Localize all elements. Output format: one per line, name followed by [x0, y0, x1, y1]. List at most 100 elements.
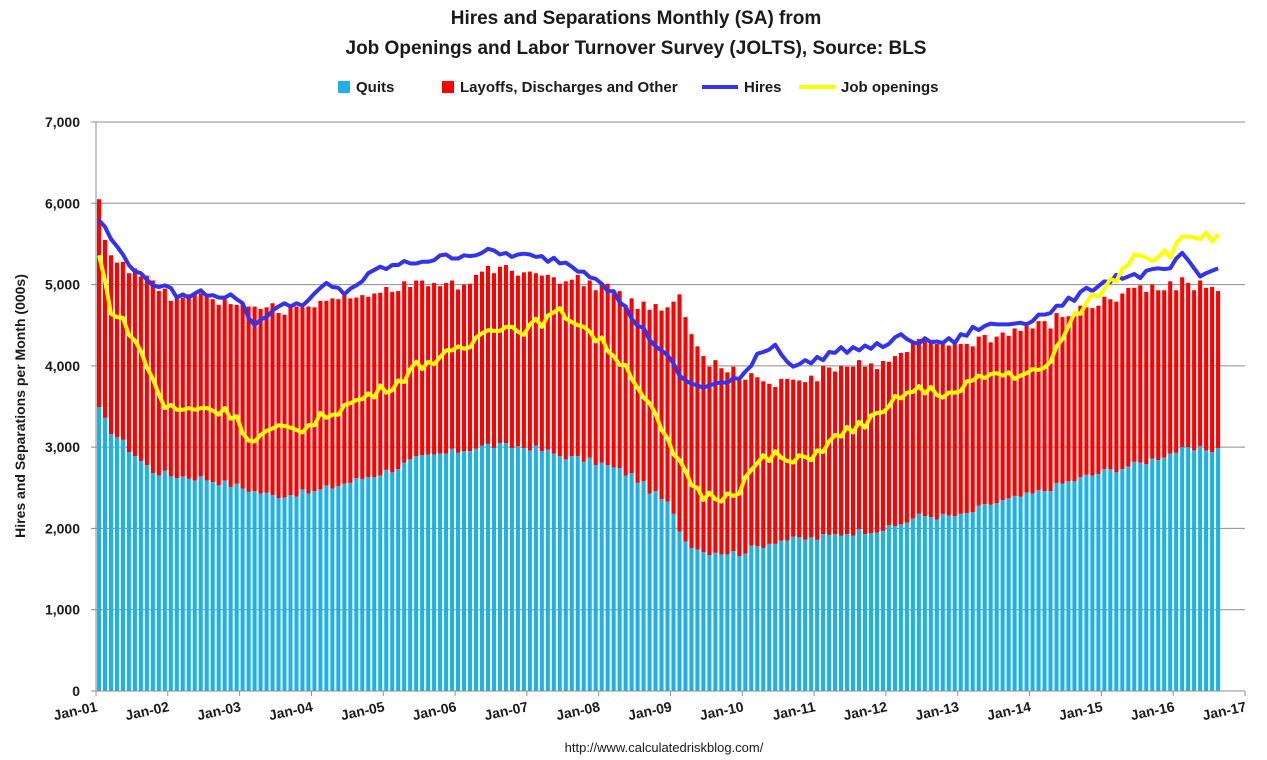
bar-layoffs-2004-07: [348, 298, 353, 483]
bar-quits-2015-05: [1126, 466, 1131, 691]
bar-quits-2005-01: [384, 469, 389, 691]
bar-layoffs-2002-07: [204, 293, 209, 481]
bar-quits-2006-08: [497, 443, 502, 691]
bar-layoffs-2007-07: [563, 281, 568, 460]
bar-quits-2011-06: [845, 534, 850, 691]
bar-quits-2004-01: [312, 491, 317, 691]
bar-layoffs-2007-11: [587, 280, 592, 458]
bar-quits-2009-12: [737, 556, 742, 691]
bar-quits-2006-06: [485, 443, 491, 691]
bar-layoffs-2003-05: [264, 307, 269, 493]
x-tick-label: Jan-01: [52, 698, 99, 723]
bar-layoffs-2001-04: [114, 262, 119, 438]
bar-layoffs-2014-01: [1030, 328, 1035, 494]
bar-layoffs-2001-05: [120, 261, 125, 440]
bar-quits-2010-07: [779, 540, 784, 691]
bar-layoffs-2007-08: [569, 279, 574, 457]
bar-layoffs-2005-01: [384, 287, 389, 470]
bar-quits-2008-10: [653, 491, 658, 691]
bar-layoffs-2013-06: [988, 342, 993, 505]
x-tick-label: Jan-02: [124, 698, 171, 723]
y-axis-ticks: 0 1,000 2,000 3,000 4,000 5,000 6,000 7,000: [45, 114, 96, 699]
bar-layoffs-2001-03: [108, 255, 113, 435]
bar-layoffs-2009-10: [725, 372, 730, 555]
bar-quits-2002-06: [198, 476, 203, 691]
bar-layoffs-2011-04: [833, 371, 838, 535]
bar-quits-2004-06: [342, 483, 347, 691]
bar-layoffs-2007-09: [575, 274, 580, 457]
x-tick-label: Jan-08: [555, 698, 602, 723]
bar-quits-2007-05: [551, 453, 556, 691]
bar-quits-2007-09: [575, 456, 580, 691]
job-openings-line: [97, 230, 1220, 504]
x-tick-label: Jan-04: [267, 698, 314, 723]
bar-layoffs-2005-02: [390, 291, 395, 473]
bar-quits-2014-07: [1066, 481, 1071, 691]
bar-layoffs-2010-01: [743, 379, 748, 554]
x-tick-label: Jan-10: [698, 698, 745, 723]
legend: Quits Layoffs, Discharges and Other Hire…: [338, 79, 939, 96]
bar-layoffs-2016-08: [1216, 291, 1221, 448]
bar-quits-2015-06: [1132, 461, 1137, 691]
bar-quits-2003-05: [264, 492, 269, 691]
x-tick-label: Jan-05: [339, 698, 386, 723]
bar-quits-2006-10: [509, 447, 514, 691]
bar-layoffs-2003-12: [306, 306, 311, 494]
bar-quits-2013-09: [1006, 498, 1011, 691]
bar-layoffs-2007-05: [551, 277, 556, 454]
bar-layoffs-2012-12: [952, 341, 957, 517]
bar-layoffs-2008-11: [659, 310, 664, 500]
bar-quits-2011-04: [833, 534, 838, 691]
bar-quits-2003-10: [294, 496, 299, 691]
bar-layoffs-2012-08: [928, 339, 933, 518]
bar-quits-2014-02: [1036, 490, 1041, 691]
bar-quits-2010-01: [743, 553, 748, 691]
bar-layoffs-2009-02: [677, 294, 682, 532]
bar-layoffs-2011-07: [850, 366, 856, 536]
bar-quits-2007-06: [557, 456, 562, 691]
bar-quits-2006-07: [491, 447, 496, 691]
bar-layoffs-2004-02: [318, 300, 323, 490]
bar-quits-2008-12: [665, 501, 670, 691]
bar-quits-2010-04: [761, 547, 766, 691]
bar-quits-2007-07: [563, 459, 568, 691]
bar-quits-2002-11: [228, 486, 233, 691]
bar-quits-2011-12: [880, 530, 885, 691]
bar-layoffs-2010-02: [749, 373, 754, 546]
bar-quits-2002-10: [222, 480, 227, 691]
bar-layoffs-2004-09: [360, 295, 365, 479]
bar-quits-2002-05: [192, 480, 197, 691]
bar-quits-2008-06: [629, 473, 634, 691]
bar-quits-2007-10: [581, 461, 586, 691]
bar-layoffs-2015-11: [1162, 290, 1167, 458]
bar-layoffs-2001-01: [96, 199, 102, 408]
y-tick-label: 3,000: [45, 439, 80, 455]
bar-quits-2012-09: [934, 519, 939, 691]
bar-layoffs-2002-05: [192, 293, 197, 481]
bar-quits-2016-01: [1174, 452, 1179, 691]
bar-layoffs-2003-03: [252, 306, 257, 492]
bar-quits-2014-11: [1090, 475, 1095, 691]
bar-quits-2016-04: [1192, 450, 1197, 691]
bar-quits-2007-02: [533, 445, 538, 691]
bar-quits-2010-10: [797, 537, 802, 691]
bar-quits-2014-01: [1030, 493, 1035, 691]
bar-quits-2005-02: [390, 472, 395, 691]
bar-layoffs-2001-12: [162, 288, 167, 471]
x-tick-label: Jan-12: [842, 698, 889, 723]
bar-quits-2003-09: [288, 495, 293, 691]
bar-quits-2005-05: [408, 459, 413, 691]
bar-quits-2014-10: [1084, 474, 1089, 691]
bar-quits-2006-11: [515, 446, 520, 691]
bar-quits-2004-11: [372, 477, 377, 691]
bar-layoffs-2011-01: [815, 381, 820, 540]
bar-layoffs-2015-08: [1144, 291, 1149, 465]
bar-layoffs-2015-01: [1102, 296, 1107, 470]
bar-quits-2003-06: [270, 495, 275, 691]
x-axis-ticks: Jan-01 Jan-02 Jan-03 Jan-04 Jan-05 Jan-06 Jan-…: [52, 691, 1248, 723]
bar-layoffs-2016-03: [1186, 282, 1191, 448]
bar-layoffs-2014-09: [1078, 305, 1083, 478]
bar-layoffs-2012-10: [940, 340, 945, 514]
bar-layoffs-2013-12: [1024, 326, 1029, 493]
bar-layoffs-2002-09: [216, 304, 221, 486]
